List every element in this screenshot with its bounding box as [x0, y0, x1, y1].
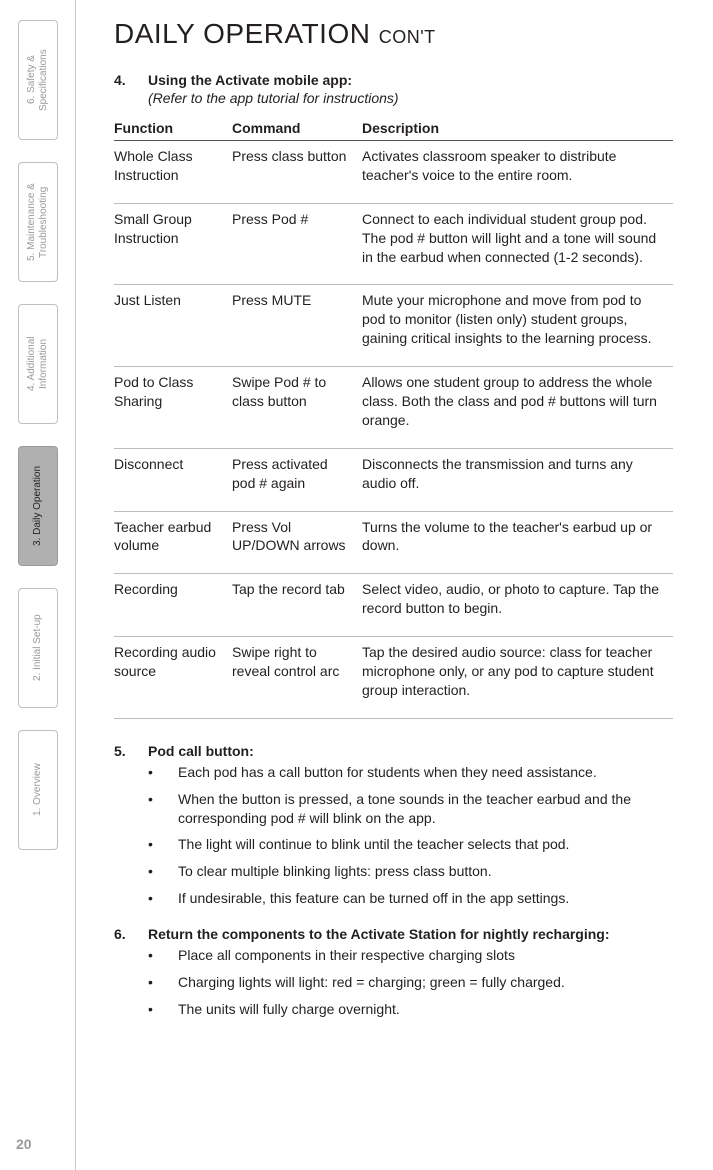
section-6-num: 6.: [114, 926, 148, 942]
table-row: Whole Class Instruction Press class butt…: [114, 141, 673, 204]
table-row: Recording Tap the record tab Select vide…: [114, 574, 673, 637]
tab-additional-info[interactable]: 4. Additional Information: [18, 304, 58, 424]
content-area: DAILY OPERATION CON'T 4. Using the Activ…: [76, 0, 713, 1170]
list-item: Each pod has a call button for students …: [148, 763, 673, 782]
cell-function: Recording audio source: [114, 637, 232, 719]
tab-maintenance[interactable]: 5. Maintenance & Troubleshooting: [18, 162, 58, 282]
cell-description: Mute your microphone and move from pod t…: [362, 285, 673, 367]
table-row: Disconnect Press activated pod # again D…: [114, 448, 673, 511]
table-row: Pod to Class Sharing Swipe Pod # to clas…: [114, 367, 673, 449]
list-item: If undesirable, this feature can be turn…: [148, 889, 673, 908]
th-function: Function: [114, 116, 232, 141]
page-number: 20: [16, 1136, 32, 1152]
list-item: Place all components in their respective…: [148, 946, 673, 965]
list-item: The units will fully charge overnight.: [148, 1000, 673, 1019]
list-item: To clear multiple blinking lights: press…: [148, 862, 673, 881]
title-main: DAILY OPERATION: [114, 18, 379, 49]
cell-description: Allows one student group to address the …: [362, 367, 673, 449]
cell-command: Tap the record tab: [232, 574, 362, 637]
tab-overview[interactable]: 1. Overview: [18, 730, 58, 850]
th-command: Command: [232, 116, 362, 141]
table-row: Teacher earbud volume Press Vol UP/DOWN …: [114, 511, 673, 574]
page-title: DAILY OPERATION CON'T: [114, 18, 673, 50]
cell-function: Pod to Class Sharing: [114, 367, 232, 449]
cell-command: Press Vol UP/DOWN arrows: [232, 511, 362, 574]
cell-function: Teacher earbud volume: [114, 511, 232, 574]
section-6-list: Place all components in their respective…: [148, 946, 673, 1019]
table-header-row: Function Command Description: [114, 116, 673, 141]
cell-command: Press activated pod # again: [232, 448, 362, 511]
table-row: Just Listen Press MUTE Mute your microph…: [114, 285, 673, 367]
cell-function: Just Listen: [114, 285, 232, 367]
page: 6. Safety & Specifications 5. Maintenanc…: [0, 0, 713, 1170]
list-item: Charging lights will light: red = chargi…: [148, 973, 673, 992]
section-5-header: 5. Pod call button:: [114, 743, 673, 759]
side-tabs: 6. Safety & Specifications 5. Maintenanc…: [0, 0, 76, 1170]
section-5-num: 5.: [114, 743, 148, 759]
cell-function: Small Group Instruction: [114, 203, 232, 285]
cell-description: Connect to each individual student group…: [362, 203, 673, 285]
th-description: Description: [362, 116, 673, 141]
cell-description: Tap the desired audio source: class for …: [362, 637, 673, 719]
table-row: Small Group Instruction Press Pod # Conn…: [114, 203, 673, 285]
table-row: Recording audio source Swipe right to re…: [114, 637, 673, 719]
section-4-title: Using the Activate mobile app:: [148, 72, 352, 88]
cell-description: Turns the volume to the teacher's earbud…: [362, 511, 673, 574]
cell-command: Press Pod #: [232, 203, 362, 285]
cell-description: Disconnects the transmission and turns a…: [362, 448, 673, 511]
cell-command: Press class button: [232, 141, 362, 204]
section-6-title: Return the components to the Activate St…: [148, 926, 610, 942]
tab-initial-setup[interactable]: 2. Initial Set-up: [18, 588, 58, 708]
title-cont: CON'T: [379, 27, 436, 47]
tab-safety[interactable]: 6. Safety & Specifications: [18, 20, 58, 140]
section-4-refer: (Refer to the app tutorial for instructi…: [148, 90, 673, 106]
tab-daily-operation[interactable]: 3. Daily Operation: [18, 446, 58, 566]
list-item: The light will continue to blink until t…: [148, 835, 673, 854]
function-table: Function Command Description Whole Class…: [114, 116, 673, 719]
section-6-header: 6. Return the components to the Activate…: [114, 926, 673, 942]
cell-function: Recording: [114, 574, 232, 637]
section-4-num: 4.: [114, 72, 148, 88]
cell-description: Select video, audio, or photo to capture…: [362, 574, 673, 637]
cell-function: Disconnect: [114, 448, 232, 511]
section-4-header: 4. Using the Activate mobile app:: [114, 72, 673, 88]
cell-command: Swipe Pod # to class button: [232, 367, 362, 449]
list-item: When the button is pressed, a tone sound…: [148, 790, 673, 828]
cell-command: Press MUTE: [232, 285, 362, 367]
cell-description: Activates classroom speaker to distribut…: [362, 141, 673, 204]
cell-command: Swipe right to reveal control arc: [232, 637, 362, 719]
section-5-title: Pod call button:: [148, 743, 254, 759]
cell-function: Whole Class Instruction: [114, 141, 232, 204]
section-5-list: Each pod has a call button for students …: [148, 763, 673, 908]
